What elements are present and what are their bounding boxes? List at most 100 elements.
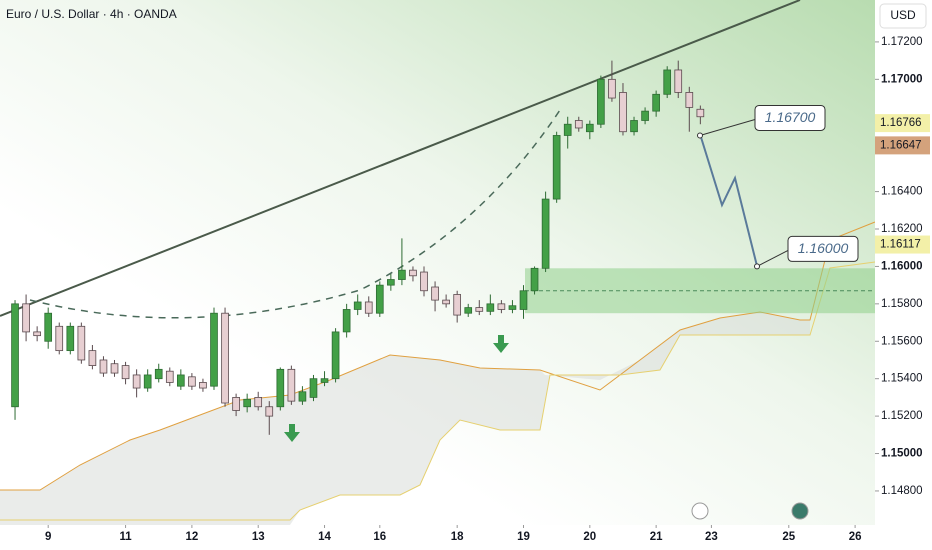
candle-body bbox=[364, 301, 373, 314]
candle-body bbox=[66, 325, 75, 352]
x-tick-label: 23 bbox=[705, 531, 718, 543]
candle-body bbox=[641, 110, 649, 121]
candle-body bbox=[585, 123, 594, 133]
candle-body bbox=[188, 376, 196, 387]
up-arrow bbox=[284, 424, 300, 442]
candle-body bbox=[696, 108, 705, 118]
time-axis bbox=[0, 525, 875, 550]
x-tick-label: 25 bbox=[782, 531, 795, 543]
candle-body bbox=[154, 368, 163, 380]
span-line bbox=[0, 261, 876, 521]
cloud bbox=[0, 312, 810, 525]
price-tag bbox=[875, 136, 930, 155]
event-icon[interactable] bbox=[691, 502, 709, 520]
y-tick-label: 1.15600 bbox=[881, 335, 923, 347]
candle-body bbox=[563, 123, 572, 136]
candle-body bbox=[464, 307, 473, 314]
callout-box bbox=[787, 235, 859, 262]
candle-body bbox=[232, 396, 240, 411]
callout-leader bbox=[756, 249, 789, 267]
projection bbox=[699, 133, 758, 267]
candle-body bbox=[342, 309, 351, 333]
y-tick-label: 1.17200 bbox=[881, 36, 923, 48]
x-tick-label: 16 bbox=[373, 531, 386, 543]
price-tag-label: 1.16647 bbox=[880, 139, 922, 151]
x-tick-label: 14 bbox=[318, 531, 331, 543]
currency[interactable]: USD bbox=[890, 8, 916, 22]
candle-body bbox=[420, 271, 428, 292]
candle-body bbox=[254, 396, 263, 408]
candles bbox=[11, 60, 705, 435]
candle-body bbox=[541, 198, 550, 269]
candle-body bbox=[442, 299, 450, 305]
candle-body bbox=[431, 286, 439, 301]
y-tick-label: 1.14800 bbox=[881, 485, 923, 497]
candle-body bbox=[685, 92, 694, 108]
callout-label: 1.16000 bbox=[798, 240, 849, 256]
span-line bbox=[0, 221, 876, 491]
x-tick-label: 21 bbox=[650, 531, 663, 543]
x-tick-label: 18 bbox=[451, 531, 464, 543]
zone-group bbox=[525, 268, 875, 314]
candle-body bbox=[22, 303, 30, 333]
candle-body bbox=[309, 378, 318, 398]
candle-body bbox=[663, 69, 672, 95]
candle-body bbox=[55, 325, 64, 352]
candle-body bbox=[475, 307, 484, 312]
candle-body bbox=[398, 269, 406, 280]
candle-body bbox=[652, 93, 660, 112]
y-tick-label: 1.15400 bbox=[881, 373, 923, 385]
y-tick-label: 1.16200 bbox=[881, 223, 923, 235]
candle-body bbox=[597, 78, 605, 125]
candle-body bbox=[44, 312, 53, 342]
up-arrow bbox=[493, 335, 509, 353]
chart-title: Euro / U.S. Dollar · 4h · OANDA bbox=[6, 7, 177, 21]
candle-body bbox=[619, 92, 627, 133]
candle-body bbox=[121, 365, 130, 380]
candle-body bbox=[221, 312, 229, 404]
candle-body bbox=[210, 312, 218, 387]
x-tick-label: 9 bbox=[45, 531, 51, 543]
candle-body bbox=[143, 374, 152, 389]
trend-line bbox=[0, 0, 801, 317]
candle-body bbox=[199, 382, 207, 389]
candle-body bbox=[552, 135, 561, 200]
y-tick-label: 1.15000 bbox=[881, 448, 923, 460]
y-tick-label: 1.15800 bbox=[881, 298, 923, 310]
candle-body bbox=[77, 325, 86, 361]
callout-box bbox=[754, 104, 826, 131]
candle-body bbox=[497, 303, 506, 310]
event-icon[interactable] bbox=[791, 502, 809, 520]
callout-anchor bbox=[754, 263, 760, 270]
candle-body bbox=[375, 284, 384, 314]
candle-body bbox=[88, 350, 97, 366]
candle-body bbox=[453, 294, 462, 316]
candle-body bbox=[99, 359, 108, 374]
candle-body bbox=[320, 378, 329, 383]
price-tag bbox=[875, 114, 930, 133]
candle-body bbox=[298, 391, 307, 402]
candle-body bbox=[287, 368, 296, 402]
x-tick-label: 12 bbox=[185, 531, 198, 543]
callout-anchor bbox=[697, 132, 703, 139]
y-tick-label: 1.17000 bbox=[881, 73, 923, 85]
price-tag bbox=[875, 235, 930, 254]
candle-body bbox=[530, 267, 539, 292]
price-tag-label: 1.16766 bbox=[880, 117, 922, 129]
candle-body bbox=[132, 374, 141, 389]
x-tick-label: 26 bbox=[849, 531, 862, 543]
candle-body bbox=[630, 120, 638, 133]
currency-button[interactable] bbox=[879, 3, 927, 29]
callout-leader bbox=[699, 118, 756, 136]
x-tick-label: 20 bbox=[583, 531, 596, 543]
candle-body bbox=[519, 290, 528, 310]
candle-body bbox=[331, 331, 340, 380]
x-tick-label: 11 bbox=[119, 531, 132, 543]
candle-body bbox=[177, 374, 185, 387]
candle-body bbox=[165, 370, 174, 383]
y-tick-label: 1.15200 bbox=[881, 410, 923, 422]
y-tick-label: 1.16000 bbox=[881, 260, 923, 272]
candle-body bbox=[508, 305, 517, 310]
